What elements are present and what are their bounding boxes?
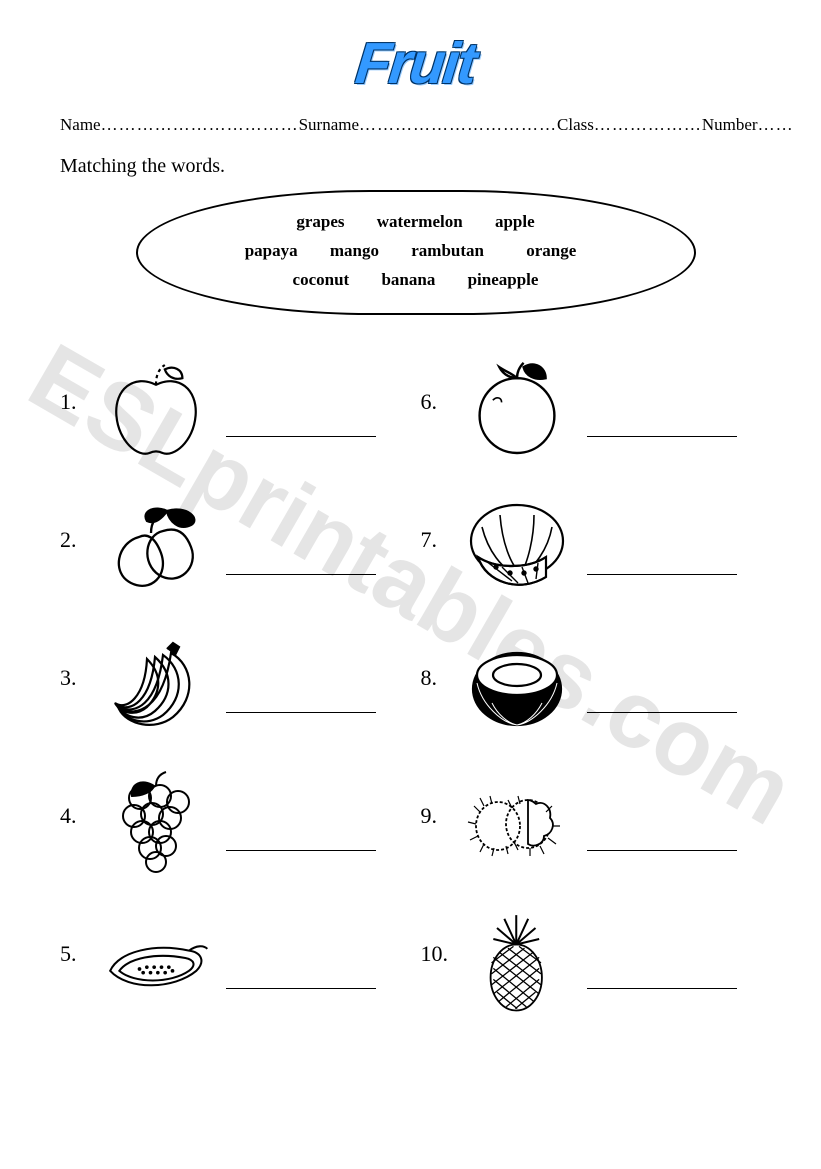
- list-item: 7.: [421, 475, 772, 605]
- word-bank-word: apple: [495, 208, 535, 237]
- item-number: 3.: [60, 665, 96, 691]
- answer-blank[interactable]: [226, 850, 376, 851]
- word-bank-row: papaya mango rambutan orange: [168, 237, 664, 266]
- watermelon-icon: [457, 490, 577, 605]
- word-bank: grapes watermelon apple papaya mango ram…: [136, 190, 696, 315]
- answer-blank[interactable]: [587, 436, 737, 437]
- pineapple-icon: [457, 904, 577, 1019]
- word-bank-word: pineapple: [468, 266, 539, 295]
- list-item: 3.: [60, 613, 411, 743]
- items-grid: 1. 6.: [60, 337, 771, 1019]
- answer-blank[interactable]: [587, 574, 737, 575]
- item-number: 9.: [421, 803, 457, 829]
- item-number: 1.: [60, 389, 96, 415]
- word-bank-word: grapes: [296, 208, 344, 237]
- papaya-icon: [96, 904, 216, 1019]
- word-bank-row: grapes watermelon apple: [168, 208, 664, 237]
- surname-label: Surname: [299, 115, 359, 134]
- answer-blank[interactable]: [226, 574, 376, 575]
- instruction-text: Matching the words.: [60, 155, 771, 178]
- title-container: Fruit: [60, 30, 771, 97]
- answer-blank[interactable]: [587, 850, 737, 851]
- word-bank-word: orange: [526, 237, 576, 266]
- word-bank-word: rambutan: [411, 237, 484, 266]
- list-item: 5.: [60, 889, 411, 1019]
- answer-blank[interactable]: [587, 712, 737, 713]
- item-number: 8.: [421, 665, 457, 691]
- rambutan-icon: [457, 766, 577, 881]
- word-bank-word: banana: [381, 266, 435, 295]
- item-number: 6.: [421, 389, 457, 415]
- surname-blank[interactable]: ……………………………: [359, 115, 557, 134]
- item-number: 5.: [60, 941, 96, 967]
- student-info-row: Name……………………………Surname……………………………Class………: [60, 115, 771, 135]
- item-number: 4.: [60, 803, 96, 829]
- answer-blank[interactable]: [226, 988, 376, 989]
- class-label: Class: [557, 115, 594, 134]
- banana-icon: [96, 628, 216, 743]
- word-bank-word: papaya: [245, 237, 298, 266]
- mango-icon: [96, 490, 216, 605]
- list-item: 1.: [60, 337, 411, 467]
- apple-icon: [96, 352, 216, 467]
- number-blank[interactable]: ……: [758, 115, 794, 134]
- answer-blank[interactable]: [226, 436, 376, 437]
- name-label: Name: [60, 115, 101, 134]
- item-number: 10.: [421, 941, 457, 967]
- answer-blank[interactable]: [587, 988, 737, 989]
- coconut-icon: [457, 628, 577, 743]
- word-bank-word: watermelon: [377, 208, 463, 237]
- number-label: Number: [702, 115, 758, 134]
- list-item: 4.: [60, 751, 411, 881]
- word-bank-row: coconut banana pineapple: [168, 266, 664, 295]
- orange-icon: [457, 352, 577, 467]
- list-item: 10.: [421, 889, 772, 1019]
- worksheet-page: Fruit Name……………………………Surname……………………………C…: [0, 0, 821, 1039]
- list-item: 6.: [421, 337, 772, 467]
- grapes-icon: [96, 766, 216, 881]
- word-bank-word: coconut: [293, 266, 350, 295]
- item-number: 7.: [421, 527, 457, 553]
- list-item: 8.: [421, 613, 772, 743]
- class-blank[interactable]: ………………: [594, 115, 702, 134]
- answer-blank[interactable]: [226, 712, 376, 713]
- word-bank-word: mango: [330, 237, 379, 266]
- name-blank[interactable]: ……………………………: [101, 115, 299, 134]
- page-title: Fruit: [353, 30, 479, 97]
- list-item: 9.: [421, 751, 772, 881]
- item-number: 2.: [60, 527, 96, 553]
- list-item: 2.: [60, 475, 411, 605]
